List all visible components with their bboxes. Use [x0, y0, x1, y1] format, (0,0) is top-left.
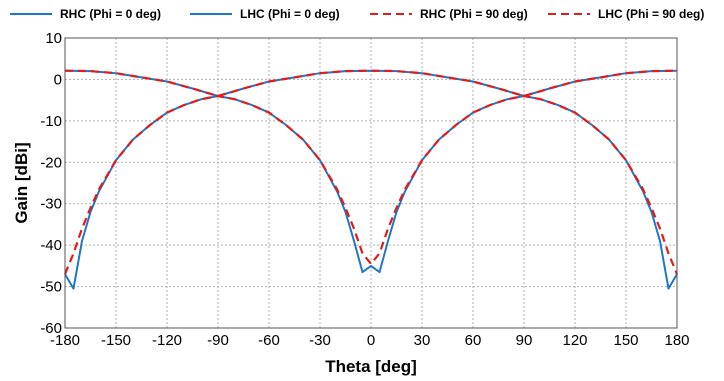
- x-tick-label: -30: [309, 332, 331, 349]
- x-tick-label: 0: [367, 332, 375, 349]
- x-tick-label: 90: [516, 332, 533, 349]
- x-tick-label: -120: [152, 332, 182, 349]
- y-tick-label: -10: [40, 113, 62, 130]
- x-tick-label: -60: [258, 332, 280, 349]
- y-tick-label: 0: [54, 71, 62, 88]
- y-tick-label: 10: [45, 30, 62, 47]
- x-tick-labels: -180 -150 -120 -90 -60 -30 0 30 60 90 120 150 180: [50, 332, 690, 349]
- x-tick-label: -90: [207, 332, 229, 349]
- y-tick-label: -20: [40, 154, 62, 171]
- legend-label-3: RHC (Phi = 90 deg): [420, 7, 528, 21]
- y-tick-label: -60: [40, 320, 62, 337]
- chart-grid: [64, 37, 678, 329]
- y-tick-label: -50: [40, 279, 62, 296]
- x-tick-label: 150: [613, 332, 638, 349]
- legend-label-1: RHC (Phi = 0 deg): [60, 7, 161, 21]
- x-tick-label: 120: [562, 332, 587, 349]
- chart-legend: RHC (Phi = 0 deg) LHC (Phi = 0 deg) RHC (P…: [10, 7, 704, 21]
- x-tick-label: -180: [50, 332, 80, 349]
- x-tick-label: 30: [414, 332, 431, 349]
- y-tick-label: -40: [40, 237, 62, 254]
- legend-label-2: LHC (Phi = 0 deg): [240, 7, 340, 21]
- x-tick-label: 180: [664, 332, 689, 349]
- y-axis-title: Gain [dBi]: [12, 142, 31, 223]
- legend-label-4: LHC (Phi = 90 deg): [598, 7, 704, 21]
- chart-series: [63, 69, 679, 290]
- y-tick-labels: 10 0 -10 -20 -30 -40 -50 -60: [40, 30, 62, 337]
- x-axis-title: Theta [deg]: [325, 357, 417, 376]
- y-tick-label: -30: [40, 196, 62, 213]
- series-line-4: [63, 94, 679, 275]
- series-line-3: [64, 69, 678, 98]
- x-tick-label: 60: [465, 332, 482, 349]
- x-tick-label: -150: [101, 332, 131, 349]
- plot-frame: [64, 37, 678, 329]
